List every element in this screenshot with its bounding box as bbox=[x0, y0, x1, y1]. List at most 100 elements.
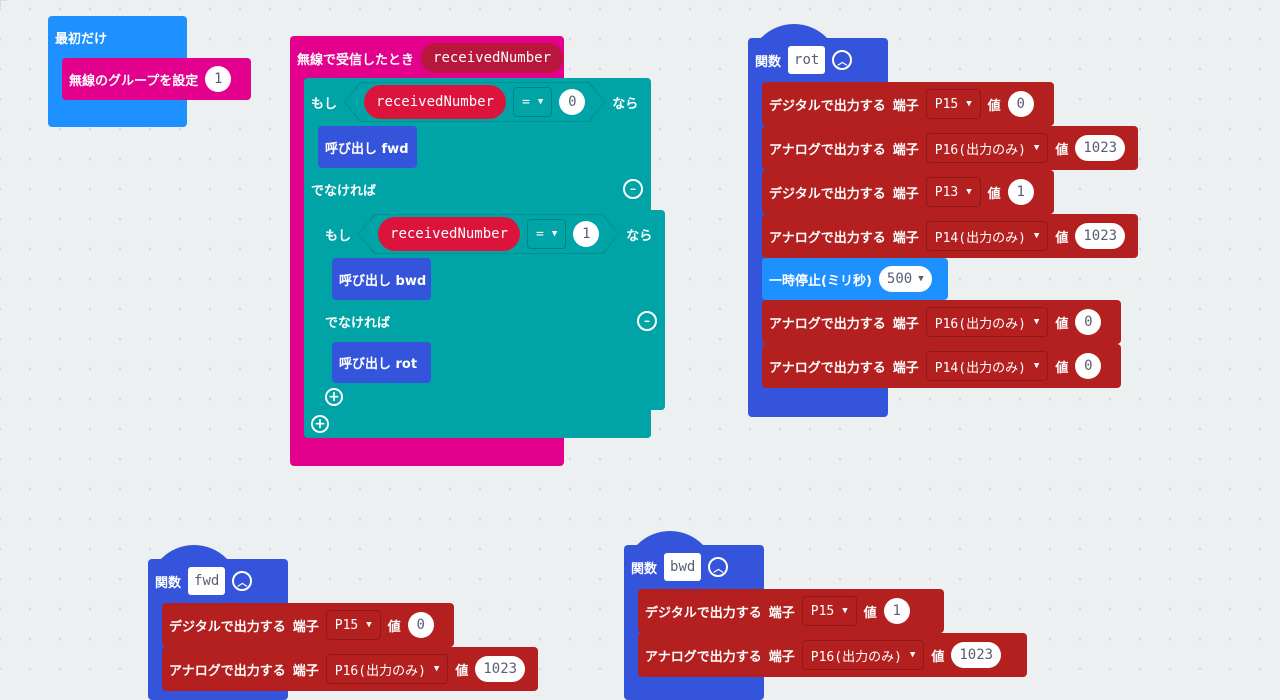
digital-write-pin-block[interactable]: デジタルで出力する 端子 P13 ▼ 値 1 bbox=[762, 170, 1054, 214]
operator-dropdown[interactable]: = ▼ bbox=[513, 87, 552, 117]
pause-duration-value: 500 bbox=[886, 271, 913, 287]
collapse-button[interactable]: ︿ bbox=[232, 571, 253, 591]
block-label: 無線のグループを設定 bbox=[69, 73, 199, 89]
pause-block[interactable]: 一時停止(ミリ秒) 500 ▼ bbox=[762, 258, 948, 300]
pin-dropdown[interactable]: P13 ▼ bbox=[925, 177, 981, 207]
pin-dropdown[interactable]: P14(出力のみ) ▼ bbox=[925, 221, 1049, 251]
call-fwd-block[interactable]: 呼び出し fwd bbox=[318, 126, 417, 168]
pin-label: 端子 bbox=[292, 663, 319, 679]
then-label: なら bbox=[626, 228, 653, 244]
add-else-button[interactable]: + bbox=[325, 387, 343, 406]
on-start-header[interactable]: 最初だけ bbox=[48, 24, 187, 50]
digital-write-pin-block[interactable]: デジタルで出力する 端子 P15 ▼ 値 0 bbox=[162, 603, 454, 647]
block-label: アナログで出力する bbox=[769, 142, 886, 158]
pin-label: 端子 bbox=[892, 186, 919, 202]
pin-dropdown-value: P14(出力のみ) bbox=[934, 230, 1026, 246]
if-spine[interactable] bbox=[304, 78, 318, 438]
value-input[interactable]: 0 bbox=[1075, 309, 1102, 335]
block-label: 一時停止(ミリ秒) bbox=[769, 273, 872, 289]
compare-value-input[interactable]: 1 bbox=[573, 221, 599, 247]
pin-dropdown-value: P14(出力のみ) bbox=[934, 360, 1026, 376]
set-radio-group-block[interactable]: 無線のグループを設定 1 bbox=[62, 58, 251, 100]
variable-received-number[interactable]: receivedNumber bbox=[378, 217, 520, 251]
function-header[interactable]: 関数 fwd ︿ bbox=[148, 565, 288, 597]
analog-write-pin-block[interactable]: アナログで出力する 端子 P14(出力のみ) ▼ 値 1023 bbox=[762, 214, 1138, 258]
pin-dropdown[interactable]: P16(出力のみ) ▼ bbox=[801, 640, 925, 670]
pin-label: 端子 bbox=[292, 619, 319, 635]
value-input[interactable]: 0 bbox=[407, 612, 434, 638]
chevron-down-icon: ▼ bbox=[551, 229, 558, 239]
pin-dropdown[interactable]: P16(出力のみ) ▼ bbox=[925, 133, 1049, 163]
function-header[interactable]: 関数 rot ︿ bbox=[748, 44, 888, 76]
call-rot-block[interactable]: 呼び出し rot bbox=[332, 342, 431, 383]
remove-else-button[interactable]: ━ bbox=[623, 179, 643, 199]
add-else-row-inner[interactable]: + bbox=[318, 383, 665, 410]
remove-else-button[interactable]: ━ bbox=[637, 311, 657, 331]
pin-dropdown[interactable]: P15 ▼ bbox=[801, 596, 857, 626]
block-label: デジタルで出力する bbox=[645, 605, 762, 621]
value-label: 値 bbox=[987, 98, 1001, 114]
block-label: アナログで出力する bbox=[769, 230, 886, 246]
call-label: 呼び出し fwd bbox=[325, 141, 409, 157]
value-input[interactable]: 0 bbox=[1075, 353, 1102, 379]
else-label: でなければ bbox=[325, 315, 391, 331]
pin-dropdown-value: P16(出力のみ) bbox=[334, 663, 426, 679]
collapse-button[interactable]: ︿ bbox=[708, 557, 729, 577]
value-label: 値 bbox=[863, 605, 877, 621]
call-label: 呼び出し bwd bbox=[339, 273, 427, 289]
function-name-input[interactable]: rot bbox=[788, 46, 826, 74]
value-input[interactable]: 1023 bbox=[1075, 223, 1126, 249]
function-header[interactable]: 関数 bwd ︿ bbox=[624, 551, 764, 583]
chevron-down-icon: ▼ bbox=[366, 620, 372, 630]
function-label: 関数 bbox=[155, 575, 182, 591]
call-bwd-block[interactable]: 呼び出し bwd bbox=[332, 258, 431, 300]
collapse-button[interactable]: ︿ bbox=[832, 50, 853, 70]
analog-write-pin-block[interactable]: アナログで出力する 端子 P16(出力のみ) ▼ 値 1023 bbox=[162, 647, 538, 691]
received-number-param[interactable]: receivedNumber bbox=[421, 43, 564, 73]
pin-dropdown[interactable]: P14(出力のみ) ▼ bbox=[925, 351, 1049, 381]
radio-received-header[interactable]: 無線で受信したとき receivedNumber bbox=[290, 40, 564, 76]
if-label: もし bbox=[325, 228, 352, 244]
pin-dropdown[interactable]: P16(出力のみ) ▼ bbox=[925, 307, 1049, 337]
add-else-row-outer[interactable]: + bbox=[304, 410, 651, 438]
analog-write-pin-block[interactable]: アナログで出力する 端子 P14(出力のみ) ▼ 値 0 bbox=[762, 344, 1121, 388]
pin-dropdown[interactable]: P15 ▼ bbox=[325, 610, 381, 640]
condition-content: receivedNumber = ▼ 0 bbox=[364, 85, 585, 119]
chevron-down-icon: ▼ bbox=[909, 650, 916, 660]
digital-write-pin-block[interactable]: デジタルで出力する 端子 P15 ▼ 値 1 bbox=[638, 589, 944, 633]
analog-write-pin-block[interactable]: アナログで出力する 端子 P16(出力のみ) ▼ 値 0 bbox=[762, 300, 1121, 344]
operator-dropdown-value: = bbox=[522, 94, 530, 110]
else-row-inner[interactable]: でなければ ━ bbox=[318, 300, 665, 342]
function-label: 関数 bbox=[755, 54, 782, 70]
pause-duration-dropdown[interactable]: 500 ▼ bbox=[878, 266, 932, 292]
value-input[interactable]: 1023 bbox=[475, 656, 526, 682]
radio-group-input[interactable]: 1 bbox=[205, 66, 232, 92]
condition-compare[interactable]: receivedNumber = ▼ 1 bbox=[358, 214, 619, 254]
value-input[interactable]: 1 bbox=[883, 598, 910, 624]
function-label: 関数 bbox=[631, 561, 658, 577]
value-input[interactable]: 0 bbox=[1007, 91, 1034, 117]
add-else-button[interactable]: + bbox=[311, 415, 329, 433]
pin-label: 端子 bbox=[768, 605, 795, 621]
if-row[interactable]: もし receivedNumber = ▼ 0 なら bbox=[304, 78, 651, 126]
variable-received-number[interactable]: receivedNumber bbox=[364, 85, 506, 119]
function-name-input[interactable]: bwd bbox=[664, 553, 702, 581]
value-input[interactable]: 1023 bbox=[1075, 135, 1126, 161]
call-label: 呼び出し rot bbox=[339, 357, 418, 372]
pin-label: 端子 bbox=[892, 316, 919, 332]
value-input[interactable]: 1023 bbox=[951, 642, 1002, 668]
block-label: デジタルで出力する bbox=[769, 186, 886, 202]
analog-write-pin-block[interactable]: アナログで出力する 端子 P16(出力のみ) ▼ 値 1023 bbox=[638, 633, 1027, 677]
analog-write-pin-block[interactable]: アナログで出力する 端子 P16(出力のみ) ▼ 値 1023 bbox=[762, 126, 1138, 170]
compare-value-input[interactable]: 0 bbox=[559, 89, 585, 115]
digital-write-pin-block[interactable]: デジタルで出力する 端子 P15 ▼ 値 0 bbox=[762, 82, 1054, 126]
function-name-input[interactable]: fwd bbox=[188, 567, 226, 595]
pin-dropdown[interactable]: P16(出力のみ) ▼ bbox=[325, 654, 449, 684]
else-row[interactable]: でなければ ━ bbox=[304, 168, 651, 210]
if-row[interactable]: もし receivedNumber = ▼ 1 なら bbox=[318, 210, 665, 258]
pin-dropdown[interactable]: P15 ▼ bbox=[925, 89, 981, 119]
condition-compare[interactable]: receivedNumber = ▼ 0 bbox=[344, 82, 605, 122]
operator-dropdown[interactable]: = ▼ bbox=[527, 219, 566, 249]
value-input[interactable]: 1 bbox=[1007, 179, 1034, 205]
